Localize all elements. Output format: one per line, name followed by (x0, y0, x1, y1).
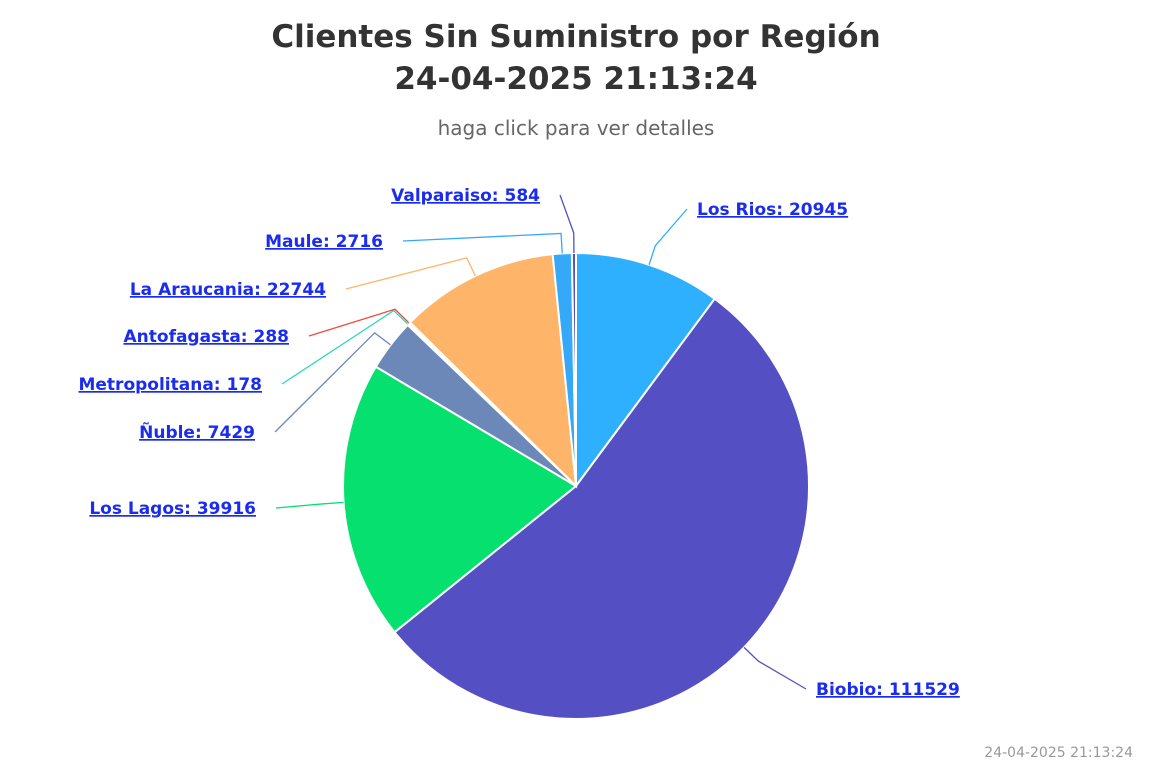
data-label[interactable]: Los Lagos: 39916 (89, 499, 256, 519)
credits: 24-04-2025 21:13:24 (984, 745, 1133, 761)
data-label[interactable]: Valparaiso: 584 (391, 186, 540, 206)
pie-slice[interactable] (408, 253, 578, 489)
connector (345, 257, 476, 290)
data-label[interactable]: Antofagasta: 288 (124, 327, 290, 347)
connector (275, 501, 344, 509)
connector (559, 194, 575, 254)
data-label[interactable]: Metropolitana: 178 (78, 375, 262, 395)
data-label[interactable]: Ñuble: 7429 (139, 420, 255, 443)
chart-subtitle: haga click para ver detalles (438, 116, 715, 140)
connector (308, 308, 410, 337)
pie-slice[interactable] (393, 297, 810, 720)
data-label[interactable]: Los Rios: 20945 (697, 200, 848, 220)
chart-title: 24-04-2025 21:13:24 (394, 61, 757, 97)
pie-slice[interactable] (570, 251, 577, 487)
pie-slice[interactable] (575, 251, 717, 490)
data-label[interactable]: La Araucania: 22744 (130, 280, 326, 300)
chart-title: Clientes Sin Suministro por Región (271, 19, 880, 55)
connector (648, 208, 688, 265)
connector (281, 309, 409, 385)
connector (274, 331, 391, 433)
pie-slice[interactable] (342, 365, 578, 634)
connector (402, 232, 563, 254)
data-label[interactable]: Biobio: 111529 (816, 680, 960, 700)
data-label[interactable]: Maule: 2716 (265, 232, 383, 252)
connector (743, 646, 807, 690)
